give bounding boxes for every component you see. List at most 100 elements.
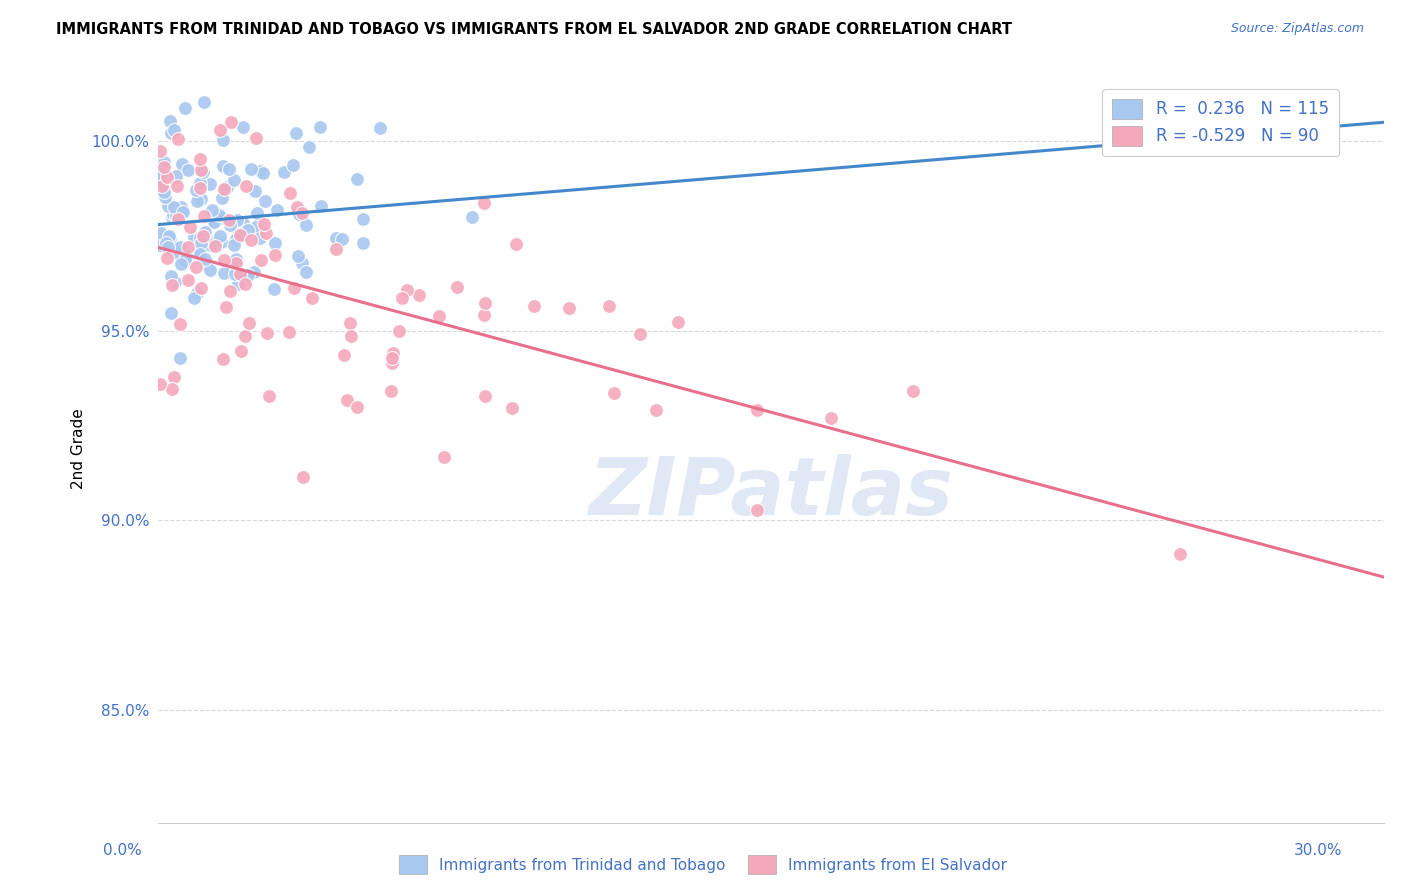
Point bbox=[172, 156, 194, 170]
Point bbox=[218, 162, 240, 177]
Point bbox=[160, 383, 183, 397]
Point bbox=[188, 247, 211, 261]
Point bbox=[474, 309, 496, 323]
Point bbox=[173, 101, 195, 115]
Point bbox=[249, 164, 271, 178]
Point bbox=[177, 240, 200, 254]
Point bbox=[198, 177, 221, 191]
Text: Source: ZipAtlas.com: Source: ZipAtlas.com bbox=[1230, 22, 1364, 36]
Point bbox=[159, 126, 181, 140]
Point bbox=[166, 209, 188, 223]
Point bbox=[198, 263, 221, 277]
Point bbox=[226, 227, 249, 241]
Point bbox=[159, 231, 181, 245]
Point bbox=[352, 236, 374, 251]
Point bbox=[212, 159, 235, 173]
Point bbox=[628, 327, 651, 342]
Point bbox=[204, 234, 226, 248]
Point bbox=[645, 402, 668, 417]
Point bbox=[1168, 547, 1191, 561]
Point bbox=[290, 256, 312, 270]
Y-axis label: 2nd Grade: 2nd Grade bbox=[72, 408, 86, 489]
Point bbox=[157, 199, 180, 213]
Point bbox=[395, 283, 418, 297]
Point bbox=[156, 169, 179, 184]
Point bbox=[212, 352, 235, 367]
Point bbox=[157, 228, 180, 243]
Point bbox=[558, 301, 581, 315]
Point bbox=[232, 120, 254, 135]
Point bbox=[263, 248, 285, 262]
Point bbox=[202, 214, 225, 228]
Point bbox=[152, 160, 174, 174]
Point bbox=[208, 123, 231, 137]
Point bbox=[149, 174, 172, 188]
Point bbox=[153, 155, 176, 169]
Point bbox=[285, 126, 308, 140]
Point bbox=[325, 231, 347, 245]
Point bbox=[346, 400, 368, 414]
Point bbox=[224, 238, 246, 252]
Point bbox=[188, 231, 211, 245]
Point bbox=[211, 133, 233, 147]
Point bbox=[291, 206, 314, 220]
Point bbox=[212, 182, 235, 196]
Point bbox=[233, 277, 256, 292]
Point bbox=[159, 114, 181, 128]
Point bbox=[163, 200, 186, 214]
Point bbox=[263, 282, 285, 296]
Point bbox=[352, 211, 374, 226]
Point bbox=[232, 216, 254, 230]
Point bbox=[277, 325, 299, 339]
Point bbox=[226, 277, 249, 292]
Point bbox=[172, 205, 194, 219]
Point bbox=[226, 213, 249, 227]
Text: ZIPatlas: ZIPatlas bbox=[589, 454, 953, 533]
Point bbox=[235, 178, 257, 193]
Point bbox=[246, 206, 269, 220]
Point bbox=[183, 292, 205, 306]
Point bbox=[163, 123, 186, 137]
Point bbox=[291, 470, 314, 484]
Point bbox=[184, 260, 207, 274]
Point bbox=[336, 393, 359, 408]
Point bbox=[283, 281, 305, 295]
Point bbox=[325, 242, 347, 256]
Point bbox=[256, 326, 278, 341]
Point bbox=[153, 229, 176, 244]
Point bbox=[229, 267, 252, 281]
Point bbox=[246, 219, 269, 234]
Point bbox=[190, 180, 212, 194]
Point bbox=[236, 223, 259, 237]
Point bbox=[190, 281, 212, 295]
Point bbox=[408, 288, 430, 302]
Point bbox=[186, 286, 208, 301]
Point bbox=[149, 174, 172, 188]
Point bbox=[240, 161, 263, 176]
Point bbox=[281, 158, 304, 172]
Point bbox=[149, 144, 172, 158]
Point bbox=[368, 120, 391, 135]
Point bbox=[156, 251, 179, 265]
Point bbox=[163, 369, 186, 384]
Point bbox=[215, 301, 238, 315]
Point bbox=[225, 232, 247, 246]
Point bbox=[162, 278, 184, 293]
Point bbox=[212, 267, 235, 281]
Point bbox=[224, 268, 246, 282]
Point bbox=[295, 218, 318, 232]
Point bbox=[173, 252, 195, 267]
Point bbox=[288, 207, 311, 221]
Text: 30.0%: 30.0% bbox=[1295, 843, 1343, 858]
Point bbox=[194, 252, 217, 266]
Point bbox=[474, 295, 496, 310]
Point bbox=[245, 131, 267, 145]
Point bbox=[217, 179, 239, 194]
Point bbox=[149, 376, 172, 391]
Point bbox=[165, 275, 187, 289]
Point bbox=[505, 236, 527, 251]
Point bbox=[193, 95, 215, 109]
Point bbox=[233, 329, 256, 343]
Point bbox=[193, 209, 215, 223]
Point bbox=[160, 210, 183, 224]
